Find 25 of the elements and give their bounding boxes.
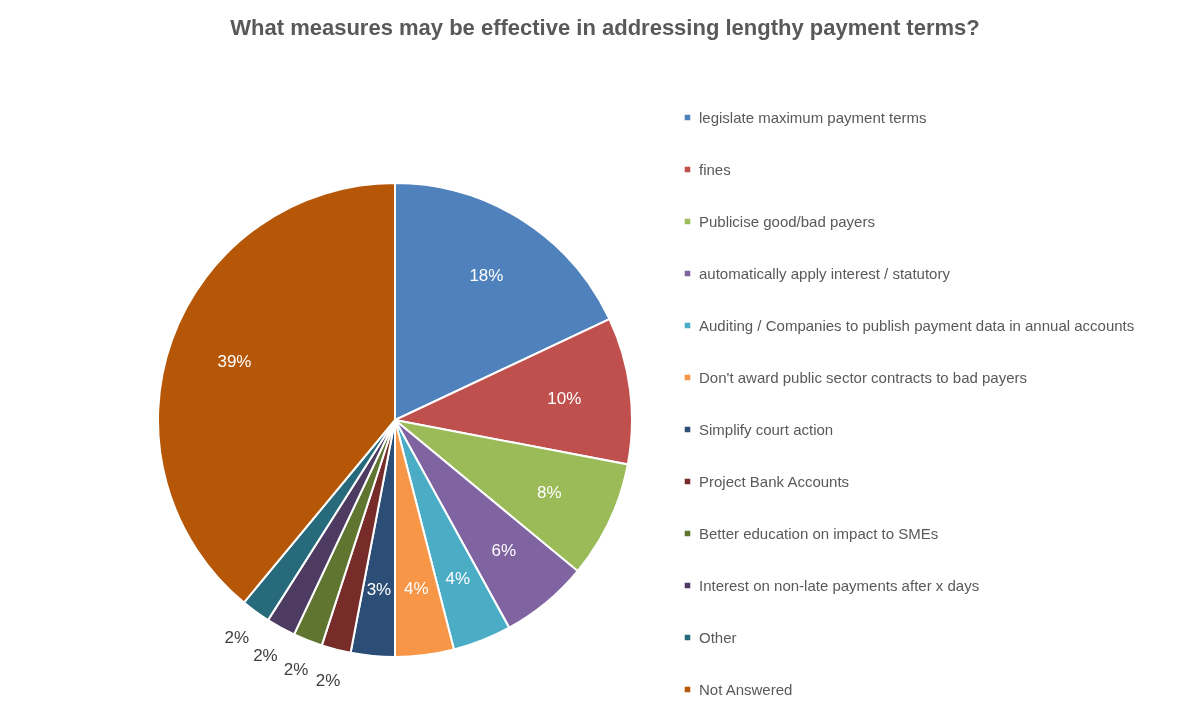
- legend-label: legislate maximum payment terms: [699, 108, 927, 126]
- data-label: 2%: [253, 645, 278, 665]
- legend-label: Don't award public sector contracts to bad payers: [699, 368, 1028, 386]
- data-label: 2%: [283, 660, 309, 680]
- data-label: 2%: [315, 670, 341, 690]
- data-label: 4%: [445, 568, 471, 588]
- data-label: 8%: [537, 482, 562, 502]
- data-label: 39%: [217, 352, 252, 372]
- data-label: 4%: [404, 579, 429, 599]
- data-label: 3%: [366, 579, 392, 599]
- legend-label: fines: [699, 160, 731, 178]
- data-label: 2%: [224, 627, 250, 647]
- legend-label: automatically apply interest / statutory: [699, 264, 951, 282]
- legend-label: Project Bank Accounts: [699, 472, 850, 490]
- legend-label: Better education on impact to SMEs: [699, 524, 939, 542]
- legend-label: Publicise good/bad payers: [699, 212, 875, 230]
- legend-label: Interest on non-late payments after x days: [699, 576, 980, 594]
- legend-label: Other: [699, 628, 737, 646]
- data-label: 6%: [491, 541, 517, 561]
- chart-title: What measures may be effective in addressing lengthy payment terms?: [230, 15, 980, 40]
- legend-label: Not Answered: [699, 680, 793, 698]
- legend-label: Simplify court action: [699, 420, 834, 438]
- legend-label: Auditing / Companies to publish payment data in annual accounts: [699, 316, 1135, 334]
- data-label: 10%: [547, 388, 582, 408]
- data-label: 18%: [469, 265, 504, 285]
